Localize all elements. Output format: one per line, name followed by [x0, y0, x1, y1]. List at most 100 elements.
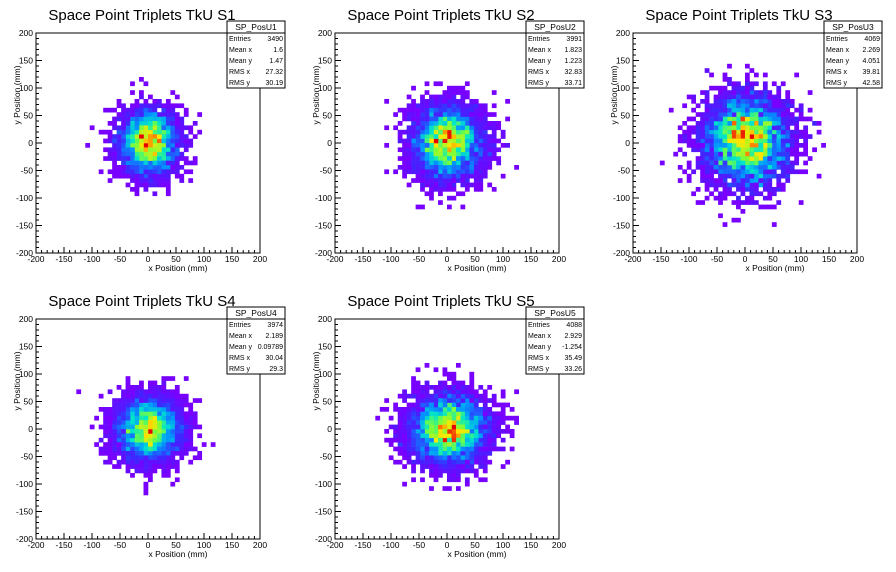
histogram-bin: [776, 116, 782, 122]
histogram-bin: [406, 451, 412, 456]
histogram-bin: [424, 191, 430, 197]
histogram-bin: [785, 156, 791, 161]
x-tick-label: -150: [55, 254, 72, 264]
histogram-bin: [487, 442, 493, 447]
histogram-bin: [433, 99, 439, 104]
histogram-bin: [429, 402, 434, 408]
histogram-bin: [451, 99, 457, 104]
histogram-bin: [170, 442, 176, 447]
histogram-bin: [375, 415, 381, 421]
histogram-bin: [411, 169, 416, 175]
histogram-bin: [451, 187, 457, 192]
histogram-bin: [98, 451, 104, 456]
histogram-bin: [713, 134, 719, 139]
histogram-bin: [442, 99, 448, 104]
histogram-bin: [402, 446, 407, 452]
histogram-bin: [740, 99, 746, 104]
histogram-bin: [411, 103, 416, 109]
histogram-bin: [469, 455, 475, 461]
histogram-bin: [152, 429, 158, 434]
histogram-bin: [411, 112, 416, 117]
histogram-bin: [718, 191, 723, 197]
histogram-bin: [482, 138, 488, 144]
histogram-bin: [411, 147, 416, 153]
histogram-bin: [460, 169, 466, 175]
histogram-bin: [673, 151, 679, 157]
histogram-bin: [736, 178, 741, 183]
histogram-bin: [165, 398, 171, 403]
histogram-bin: [161, 107, 167, 113]
histogram-bin: [125, 424, 131, 430]
histogram-bin: [447, 473, 452, 478]
histogram-bin: [727, 99, 732, 104]
histogram-bin: [161, 151, 167, 157]
histogram-bin: [139, 138, 144, 144]
histogram-bin: [165, 182, 171, 188]
histogram-bin: [749, 68, 755, 73]
histogram-bin: [469, 459, 475, 465]
histogram-bin: [411, 107, 416, 113]
histogram-bin: [424, 407, 430, 412]
y-tick-label: -100: [16, 193, 33, 203]
histogram-bin: [388, 437, 394, 443]
histogram-bin: [451, 455, 457, 461]
histogram-bin: [179, 178, 185, 183]
histogram-bin: [785, 90, 791, 95]
histogram-bin: [411, 468, 416, 474]
histogram-bin: [411, 125, 416, 131]
histogram-bin: [161, 165, 167, 170]
histogram-bin: [487, 134, 493, 139]
histogram-bin: [438, 165, 443, 170]
histogram-bin: [438, 173, 443, 179]
histogram-bin: [469, 129, 475, 135]
histogram-bin: [736, 90, 741, 95]
histogram-bin: [780, 134, 786, 139]
histogram-bin: [134, 424, 140, 430]
histogram-panel-4: Space Point Triplets TkU S4-200 -150 -100-…: [12, 293, 286, 559]
histogram-bin: [134, 407, 140, 412]
histogram-bin: [397, 138, 403, 144]
histogram-bin: [767, 134, 773, 139]
histogram-bin: [165, 459, 171, 465]
histogram-bin: [121, 129, 126, 135]
histogram-bin: [460, 90, 466, 95]
histogram-bin: [393, 169, 399, 175]
histogram-bin: [695, 134, 701, 139]
histogram-bin: [165, 165, 171, 170]
histogram-bin: [121, 165, 126, 170]
histogram-bin: [411, 376, 416, 381]
histogram-bin: [174, 112, 180, 117]
histogram-bin: [161, 420, 167, 425]
histogram-bin: [152, 143, 158, 148]
histogram-bin: [447, 103, 452, 109]
histogram-bin: [700, 147, 705, 153]
histogram-bin: [469, 437, 475, 443]
histogram-bin: [695, 200, 701, 205]
x-tick-label: 0: [743, 254, 748, 264]
histogram-bin: [424, 147, 430, 153]
histogram-bin: [130, 103, 135, 109]
histogram-bin: [183, 112, 189, 117]
stats-row-label: RMS x: [229, 69, 251, 76]
histogram-bin: [121, 393, 126, 399]
histogram-bin: [700, 129, 705, 135]
histogram-bin: [713, 103, 719, 109]
histogram-bin: [455, 459, 461, 465]
histogram-bin: [473, 473, 479, 478]
histogram-bin: [447, 147, 452, 153]
histogram-bin: [776, 182, 782, 188]
histogram-bin: [487, 415, 493, 421]
x-tick-label: 100: [197, 254, 211, 264]
histogram-bin: [686, 134, 692, 139]
histogram-bin: [112, 411, 117, 417]
histogram-bin: [442, 107, 448, 113]
stats-row-value: 35.49: [564, 355, 582, 362]
histogram-bin: [112, 398, 117, 403]
histogram-bin: [121, 173, 126, 179]
histogram-bin: [420, 134, 425, 139]
histogram-bin: [148, 178, 153, 183]
histogram-bin: [152, 138, 158, 144]
histogram-bin: [433, 143, 439, 148]
histogram-bin: [429, 433, 434, 439]
histogram-bin: [188, 178, 194, 183]
